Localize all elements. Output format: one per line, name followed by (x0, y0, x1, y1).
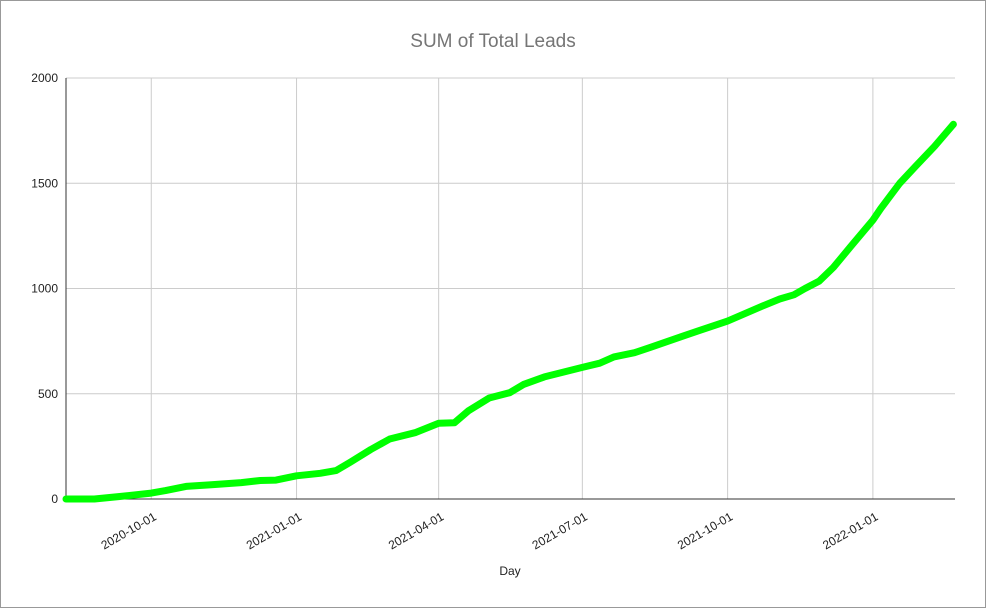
y-tick-label: 500 (38, 387, 58, 401)
y-tick-label: 0 (51, 492, 58, 506)
x-axis-label: Day (499, 564, 520, 578)
y-tick-label: 1000 (31, 282, 58, 296)
y-tick-label: 1500 (31, 176, 58, 190)
data-line (62, 120, 957, 503)
y-tick-label: 2000 (31, 71, 58, 85)
chart-title: SUM of Total Leads (410, 31, 575, 52)
